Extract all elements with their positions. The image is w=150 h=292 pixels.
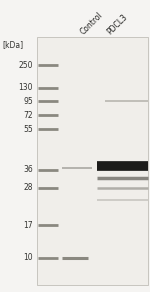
Text: 250: 250 — [18, 60, 33, 69]
Text: 95: 95 — [23, 96, 33, 105]
Text: [kDa]: [kDa] — [2, 40, 23, 49]
Text: PDCL3: PDCL3 — [106, 12, 130, 36]
Text: 36: 36 — [23, 166, 33, 175]
Text: 130: 130 — [18, 84, 33, 93]
Text: 72: 72 — [23, 110, 33, 119]
Text: Control: Control — [79, 10, 105, 36]
Text: 10: 10 — [23, 253, 33, 263]
Text: 55: 55 — [23, 124, 33, 133]
Text: 28: 28 — [24, 183, 33, 192]
Text: 17: 17 — [23, 220, 33, 230]
Bar — [37, 37, 148, 285]
